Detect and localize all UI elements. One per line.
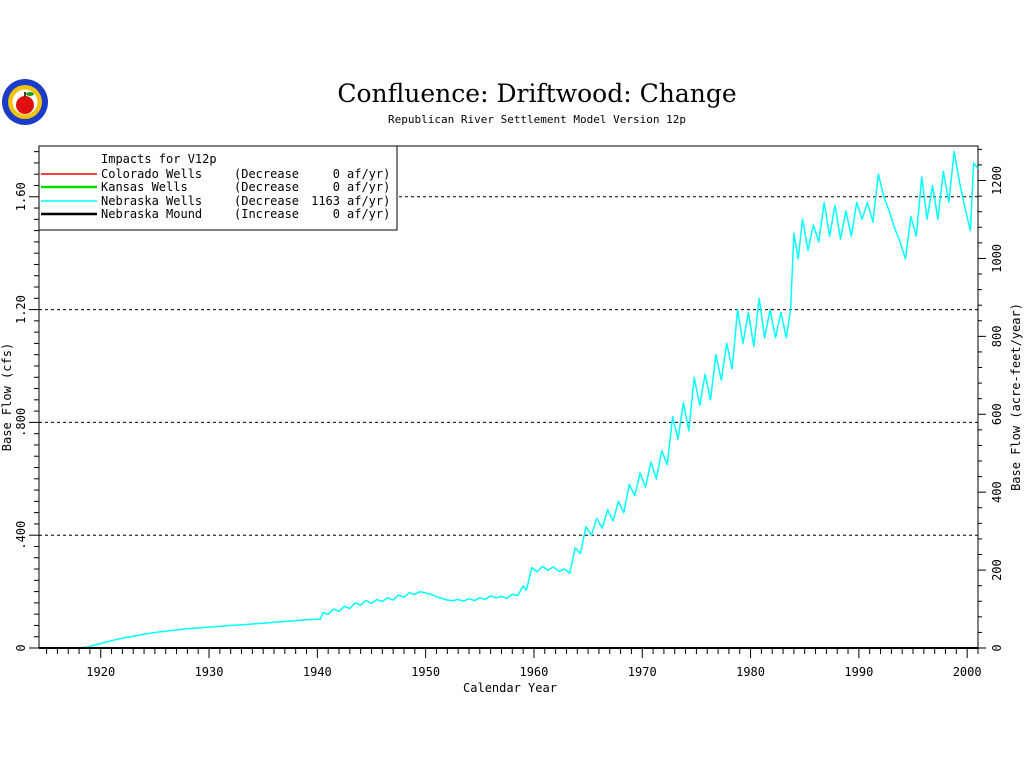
y-tick-label: 0 (14, 644, 28, 651)
legend-unit-nebraska-wells: af/yr) (347, 194, 390, 208)
legend-value-colorado: 0 (333, 167, 340, 181)
chart-title: Confluence: Driftwood: Change (337, 79, 736, 108)
y-right-tick-label: 1200 (990, 166, 1004, 195)
legend-value-kansas: 0 (333, 180, 340, 194)
y-right-tick-label: 200 (990, 559, 1004, 581)
legend-note-nebraska-wells: (Decrease (234, 194, 299, 208)
x-tick-label: 1920 (86, 665, 115, 679)
y-right-axis-title: Base Flow (acre-feet/year) (1009, 303, 1023, 491)
grid-lines (39, 196, 978, 536)
series-lines (39, 150, 979, 649)
y-tick-label: 1.60 (14, 182, 28, 211)
legend-name-nebraska-mound: Nebraska Mound (101, 207, 202, 221)
y-axis-title: Base Flow (cfs) (0, 343, 14, 451)
x-tick-label: 1990 (844, 665, 873, 679)
legend-value-nebraska-mound: 0 (333, 207, 340, 221)
legend-unit-nebraska-mound: af/yr) (347, 207, 390, 221)
x-tick-label: 1940 (303, 665, 332, 679)
series-line-nebraska-wells (81, 150, 979, 649)
apple-seal-logo (2, 79, 48, 125)
chart-subtitle: Republican River Settlement Model Versio… (388, 113, 686, 126)
y-tick-label: .400 (14, 521, 28, 550)
x-tick-label: 1950 (411, 665, 440, 679)
x-axis-title: Calendar Year (463, 681, 557, 695)
axes: 1920 1930 1940 1950 1960 1970 1980 1990 20000.40… (14, 148, 1004, 679)
y-right-tick-label: 800 (990, 326, 1004, 348)
x-tick-label: 2000 (953, 665, 982, 679)
legend-unit-kansas: af/yr) (347, 180, 390, 194)
legend-name-colorado: Colorado Wells (101, 167, 202, 181)
y-right-tick-label: 400 (990, 481, 1004, 503)
legend: Impacts for V12p Colorado Wells (Decreas… (38, 145, 398, 231)
legend-note-colorado: (Decrease (234, 167, 299, 181)
legend-note-nebraska-mound: (Increase (234, 207, 299, 221)
x-tick-label: 1970 (628, 665, 657, 679)
legend-name-kansas: Kansas Wells (101, 180, 188, 194)
x-tick-label: 1960 (519, 665, 548, 679)
legend-note-kansas: (Decrease (234, 180, 299, 194)
y-right-tick-label: 600 (990, 403, 1004, 425)
x-tick-label: 1930 (195, 665, 224, 679)
y-tick-label: 1.20 (14, 295, 28, 324)
legend-box (38, 145, 398, 231)
y-right-tick-label: 0 (990, 644, 1004, 651)
x-tick-label: 1980 (736, 665, 765, 679)
y-right-tick-label: 1000 (990, 244, 1004, 273)
legend-heading: Impacts for V12p (101, 152, 217, 166)
legend-unit-colorado: af/yr) (347, 167, 390, 181)
legend-value-nebraska-wells: 1163 (311, 194, 340, 208)
legend-name-nebraska-wells: Nebraska Wells (101, 194, 202, 208)
y-tick-label: .800 (14, 408, 28, 437)
